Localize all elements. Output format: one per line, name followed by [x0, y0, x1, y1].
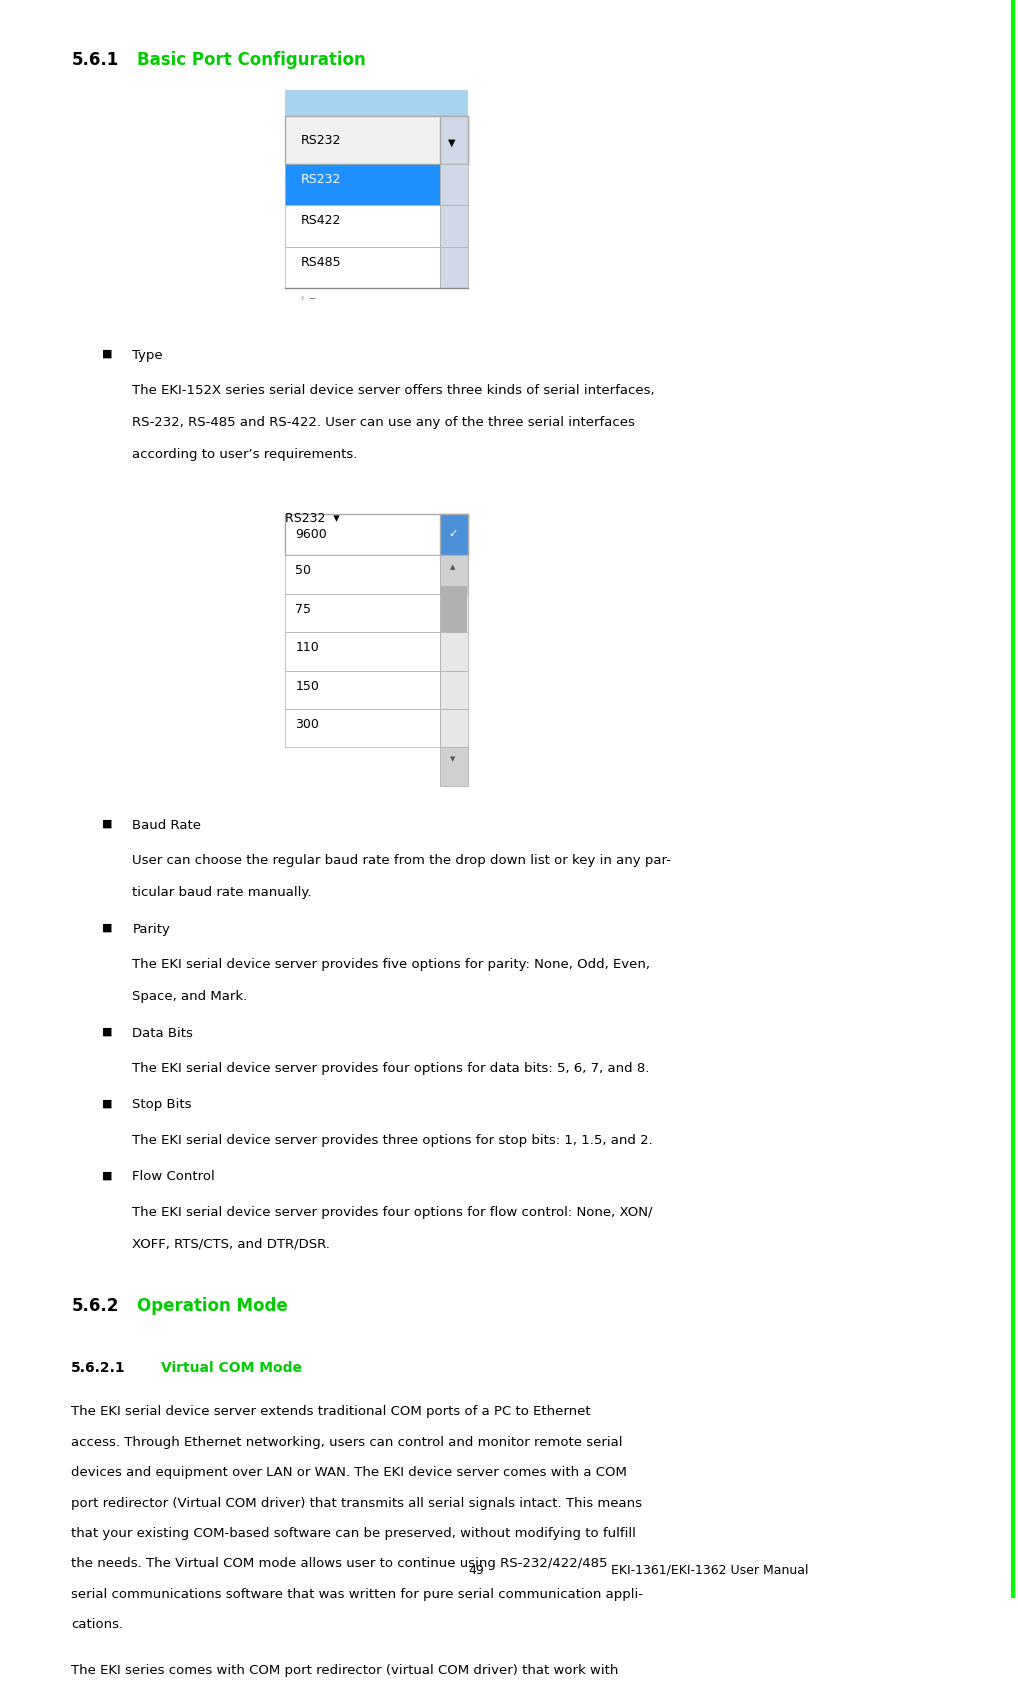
Text: ▲: ▲ [450, 564, 455, 571]
Text: 5.6.2.1: 5.6.2.1 [71, 1360, 126, 1373]
Text: Space, and Mark.: Space, and Mark. [132, 990, 247, 1002]
Text: ▼: ▼ [450, 757, 455, 762]
Text: ◦  ─: ◦ ─ [300, 294, 316, 302]
Text: ticular baud rate manually.: ticular baud rate manually. [132, 885, 312, 899]
Text: 50: 50 [295, 564, 312, 578]
Text: RS485: RS485 [300, 255, 341, 269]
FancyBboxPatch shape [440, 671, 468, 709]
FancyBboxPatch shape [441, 586, 467, 633]
FancyBboxPatch shape [440, 164, 468, 206]
Text: XOFF, RTS/CTS, and DTR/DSR.: XOFF, RTS/CTS, and DTR/DSR. [132, 1236, 330, 1250]
Text: 150: 150 [295, 679, 319, 692]
Text: The EKI serial device server extends traditional COM ports of a PC to Ethernet: The EKI serial device server extends tra… [71, 1405, 590, 1417]
FancyBboxPatch shape [440, 117, 468, 164]
FancyBboxPatch shape [440, 556, 468, 595]
Text: ■: ■ [102, 348, 112, 358]
Text: 5.6.1: 5.6.1 [71, 51, 118, 69]
FancyBboxPatch shape [440, 709, 468, 748]
Text: Baud Rate: Baud Rate [132, 817, 202, 831]
FancyBboxPatch shape [285, 633, 440, 671]
Text: The EKI-152X series serial device server offers three kinds of serial interfaces: The EKI-152X series serial device server… [132, 383, 655, 397]
FancyBboxPatch shape [440, 556, 468, 595]
Text: Virtual COM Mode: Virtual COM Mode [161, 1360, 302, 1373]
Text: 75: 75 [295, 603, 312, 615]
Text: devices and equipment over LAN or WAN. The EKI device server comes with a COM: devices and equipment over LAN or WAN. T… [71, 1466, 627, 1478]
Text: The EKI serial device server provides four options for data bits: 5, 6, 7, and 8: The EKI serial device server provides fo… [132, 1061, 649, 1074]
Text: serial communications software that was written for pure serial communication ap: serial communications software that was … [71, 1586, 643, 1599]
Text: Basic Port Configuration: Basic Port Configuration [137, 51, 366, 69]
Text: RS232: RS232 [300, 172, 341, 186]
Text: 9600: 9600 [295, 527, 327, 540]
Text: ■: ■ [102, 922, 112, 932]
Text: ■: ■ [102, 1170, 112, 1179]
Text: The EKI serial device server provides four options for flow control: None, XON/: The EKI serial device server provides fo… [132, 1204, 653, 1218]
FancyBboxPatch shape [285, 515, 468, 556]
Text: 5.6.2: 5.6.2 [71, 1295, 119, 1314]
Text: User can choose the regular baud rate from the drop down list or key in any par-: User can choose the regular baud rate fr… [132, 853, 671, 866]
Text: RS232: RS232 [300, 133, 341, 147]
Text: 300: 300 [295, 718, 319, 730]
Text: the needs. The Virtual COM mode allows user to continue using RS-232/422/485: the needs. The Virtual COM mode allows u… [71, 1557, 608, 1569]
FancyBboxPatch shape [285, 709, 440, 748]
Text: ■: ■ [102, 817, 112, 828]
Text: Parity: Parity [132, 922, 170, 936]
Text: Operation Mode: Operation Mode [137, 1295, 288, 1314]
Text: access. Through Ethernet networking, users can control and monitor remote serial: access. Through Ethernet networking, use… [71, 1436, 623, 1447]
Text: ■: ■ [102, 1025, 112, 1035]
Text: according to user’s requirements.: according to user’s requirements. [132, 448, 357, 461]
Text: ✓: ✓ [448, 529, 457, 539]
FancyBboxPatch shape [285, 206, 440, 248]
Text: Stop Bits: Stop Bits [132, 1098, 191, 1111]
Text: RS422: RS422 [300, 215, 341, 226]
Text: ▼: ▼ [448, 137, 455, 147]
Text: Flow Control: Flow Control [132, 1170, 215, 1182]
Text: Type: Type [132, 348, 163, 361]
FancyBboxPatch shape [440, 206, 468, 248]
FancyBboxPatch shape [285, 248, 440, 289]
FancyBboxPatch shape [440, 748, 468, 785]
FancyBboxPatch shape [285, 117, 468, 164]
Text: ■: ■ [102, 1098, 112, 1108]
FancyBboxPatch shape [285, 91, 468, 117]
Text: port redirector (Virtual COM driver) that transmits all serial signals intact. T: port redirector (Virtual COM driver) tha… [71, 1496, 642, 1508]
Text: The EKI serial device server provides three options for stop bits: 1, 1.5, and 2: The EKI serial device server provides th… [132, 1133, 654, 1145]
FancyBboxPatch shape [440, 633, 468, 671]
Text: that your existing COM-based software can be preserved, without modifying to ful: that your existing COM-based software ca… [71, 1527, 636, 1539]
FancyBboxPatch shape [285, 671, 440, 709]
FancyBboxPatch shape [285, 595, 440, 633]
Text: cations.: cations. [71, 1616, 123, 1630]
Text: 110: 110 [295, 640, 319, 654]
FancyBboxPatch shape [440, 515, 468, 556]
FancyBboxPatch shape [440, 595, 468, 633]
Text: RS-232, RS-485 and RS-422. User can use any of the three serial interfaces: RS-232, RS-485 and RS-422. User can use … [132, 415, 635, 429]
Text: Data Bits: Data Bits [132, 1025, 193, 1039]
Text: The EKI serial device server provides five options for parity: None, Odd, Even,: The EKI serial device server provides fi… [132, 958, 651, 969]
Text: The EKI series comes with COM port redirector (virtual COM driver) that work wit: The EKI series comes with COM port redir… [71, 1664, 619, 1677]
FancyBboxPatch shape [440, 248, 468, 289]
Text: 49: 49 [468, 1562, 484, 1576]
FancyBboxPatch shape [285, 556, 440, 595]
Text: RS232  ▾: RS232 ▾ [285, 512, 340, 524]
Text: EKI-1361/EKI-1362 User Manual: EKI-1361/EKI-1362 User Manual [611, 1562, 808, 1576]
FancyBboxPatch shape [285, 164, 440, 206]
